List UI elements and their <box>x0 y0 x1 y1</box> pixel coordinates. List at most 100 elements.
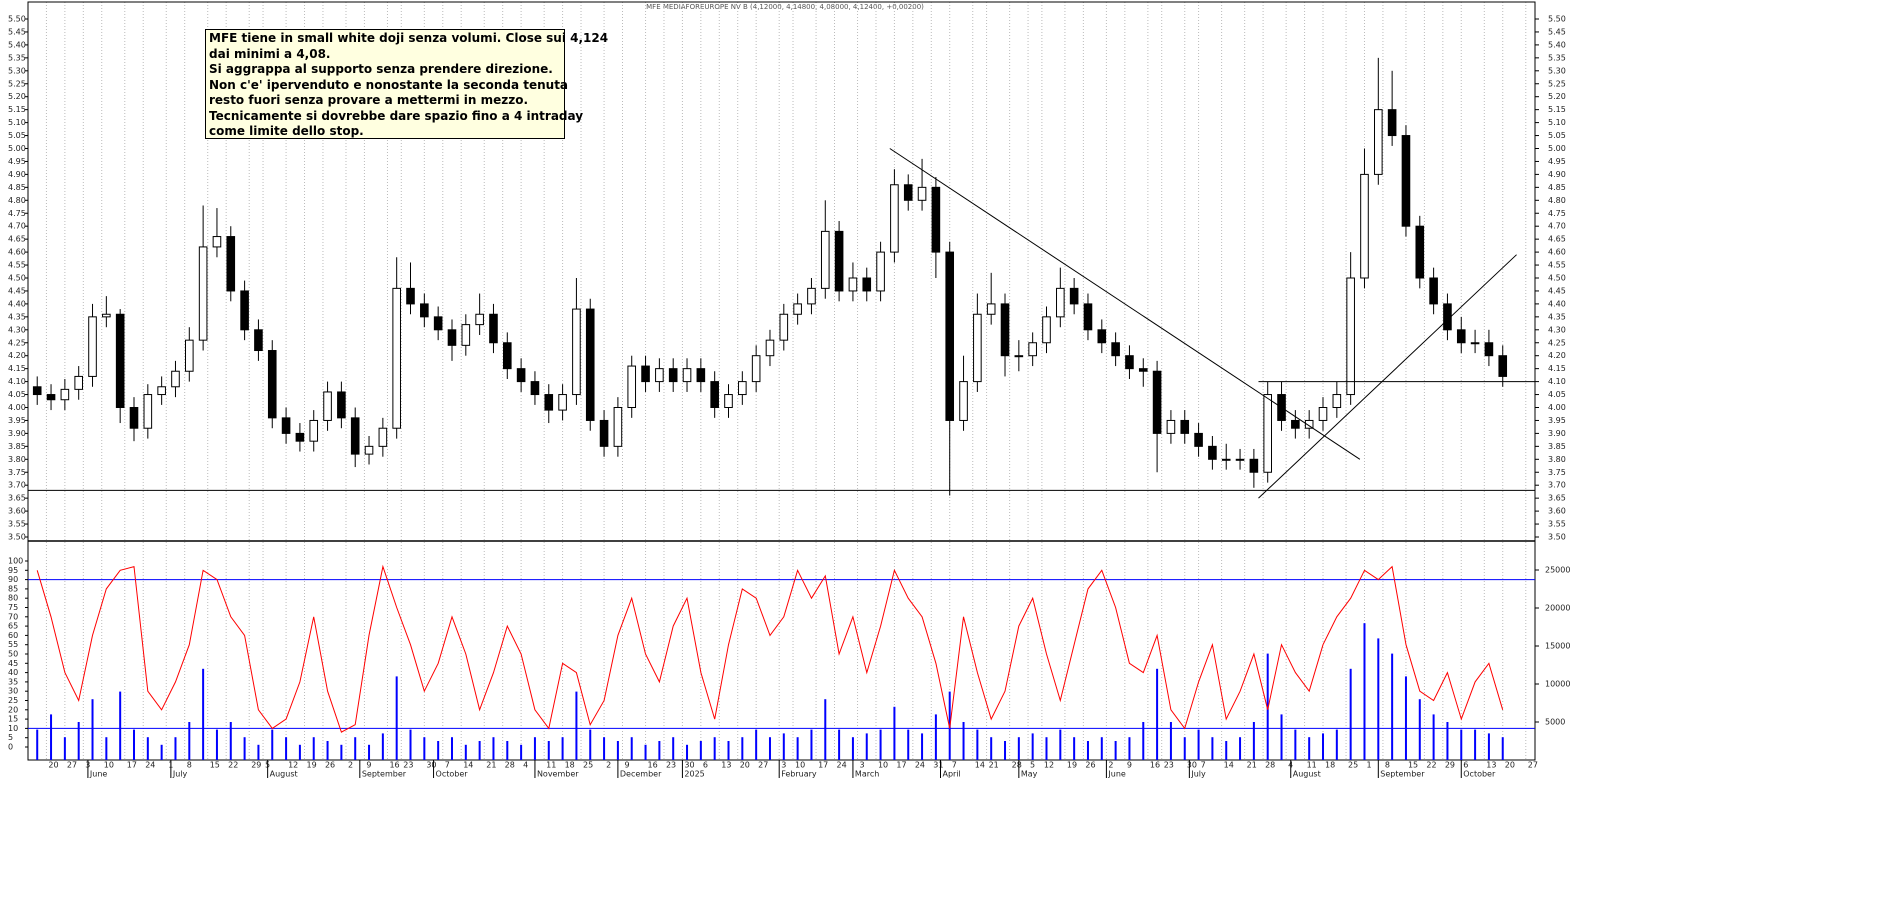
candle-body <box>876 251 885 292</box>
volume-bar <box>672 737 675 760</box>
y-tick-label: 4.95 <box>8 157 26 166</box>
volume-bar <box>146 737 149 760</box>
y-tick-label: 60 <box>8 631 18 640</box>
candle-body <box>641 365 650 383</box>
candle-body <box>489 313 498 344</box>
candle-body <box>1456 329 1466 344</box>
y-tick-label: 4.55 <box>8 261 26 270</box>
y-tick-label: 5.00 <box>8 144 26 153</box>
volume-bar <box>727 741 730 760</box>
y-tick-label: 70 <box>8 612 18 621</box>
y-tick-label: 4.60 <box>8 248 26 257</box>
candle-body <box>240 290 249 331</box>
volume-bar <box>1363 623 1366 760</box>
candle-body <box>171 370 180 388</box>
volume-bar <box>1031 733 1034 760</box>
candle-body <box>433 316 443 331</box>
candle-body <box>364 445 374 455</box>
volume-bar <box>506 741 509 760</box>
y-tick-label: 4.65 <box>8 235 26 244</box>
candle-body <box>903 184 913 201</box>
y-tick-label: 95 <box>8 566 18 575</box>
x-tick-label: 7 <box>445 761 450 770</box>
volume-bar <box>1432 714 1435 760</box>
volume-bar <box>1211 737 1214 760</box>
candle-body <box>696 368 706 383</box>
y-tick-label: 3.75 <box>8 468 26 477</box>
y-tick-label: 4.15 <box>8 364 26 373</box>
x-tick-label: 22 <box>1426 761 1436 770</box>
candle-body <box>627 365 637 408</box>
y-tick-label: 5.15 <box>1548 105 1566 114</box>
x-major-label: November <box>537 770 579 779</box>
volume-bar <box>824 699 827 760</box>
annotation-line: Tecnicamente si dovrebbe dare spazio fin… <box>209 108 584 123</box>
candle-body <box>1042 316 1051 344</box>
candle-body <box>212 236 222 248</box>
volume-bar <box>603 737 606 760</box>
x-major-label: August <box>270 770 298 779</box>
candle-body <box>447 329 457 346</box>
candle-body <box>1194 432 1203 447</box>
volume-bar <box>423 737 426 760</box>
y-tick-label: 4.75 <box>8 209 26 218</box>
x-tick-label: 17 <box>818 761 828 770</box>
y-tick-label: 5.45 <box>8 27 26 36</box>
candle-body <box>724 394 733 408</box>
y-tick-label: 4.95 <box>1548 157 1566 166</box>
candle-body <box>88 316 97 377</box>
candle-body <box>475 313 484 326</box>
candle-body <box>558 394 567 411</box>
candle-body <box>1125 355 1134 370</box>
candle-body <box>973 313 982 383</box>
candle-body <box>779 313 789 341</box>
volume-bar <box>1404 676 1407 760</box>
volume-bar <box>243 737 246 760</box>
candle-body <box>143 394 153 429</box>
candle-body <box>793 303 802 315</box>
volume-bar <box>893 706 896 760</box>
volume-bar <box>91 699 94 760</box>
volume-bar <box>1169 722 1172 760</box>
volume-bar <box>1294 729 1297 760</box>
x-tick-label: 25 <box>583 761 593 770</box>
volume-bar <box>658 741 661 760</box>
x-major-label: June <box>1107 770 1126 779</box>
volume-bar <box>1377 638 1380 760</box>
y-tick-label: 3.55 <box>1548 520 1566 529</box>
candle-body <box>32 386 42 396</box>
x-tick-label: 27 <box>758 761 768 770</box>
y-tick-label: 3.95 <box>8 416 26 425</box>
candle-body <box>613 407 623 447</box>
y-tick-label: 4.80 <box>8 196 26 205</box>
volume-bar <box>63 737 66 760</box>
volume-bar <box>257 744 260 760</box>
y-tick-label: 3.85 <box>8 442 26 451</box>
volume-bar <box>713 737 716 760</box>
y-tick-label: 5.10 <box>1548 118 1566 127</box>
x-tick-label: 19 <box>1067 761 1077 770</box>
x-tick-label: 19 <box>307 761 317 770</box>
x-tick-label: 8 <box>1385 761 1390 770</box>
y2-tick-label: 15000 <box>1545 642 1570 651</box>
y-tick-label: 5.05 <box>8 131 26 140</box>
y-tick-label: 4.00 <box>1548 403 1566 412</box>
volume-bar <box>561 737 564 760</box>
y-tick-label: 4.00 <box>8 403 26 412</box>
annotation-line: resto fuori senza provare a mettermi in … <box>209 93 529 107</box>
candle-body <box>406 287 415 305</box>
volume-bar <box>1501 737 1504 760</box>
x-major-label: October <box>1463 770 1496 779</box>
volume-bar <box>1446 722 1449 760</box>
x-tick-label: 26 <box>1085 761 1095 770</box>
x-tick-label: 6 <box>1463 761 1468 770</box>
candle-body <box>959 381 968 421</box>
volume-bar <box>644 744 647 760</box>
x-major-label: September <box>1380 770 1425 779</box>
candle-body <box>309 419 319 442</box>
volume-bar <box>1114 741 1117 760</box>
volume-bar <box>851 737 854 760</box>
candle-body <box>157 386 166 396</box>
x-tick-label: 26 <box>325 761 335 770</box>
